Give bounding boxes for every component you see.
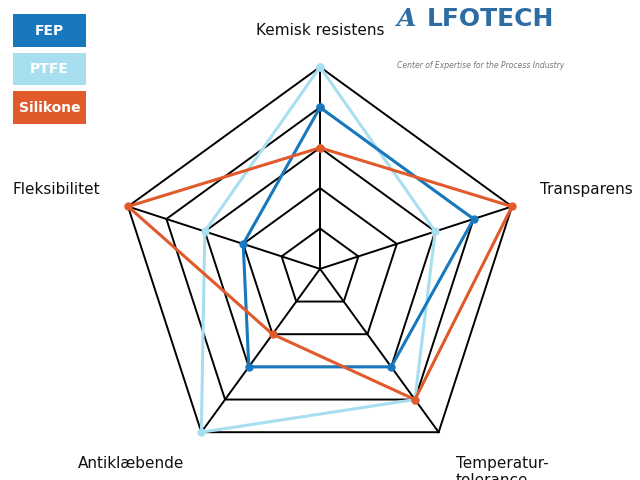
Text: LFOTECH: LFOTECH	[427, 7, 554, 31]
Text: PTFE: PTFE	[30, 62, 69, 76]
Text: Transparens: Transparens	[540, 182, 632, 197]
Text: Antiklæbende: Antiklæbende	[78, 456, 184, 471]
Text: Temperatur-
tolerance: Temperatur- tolerance	[456, 456, 548, 480]
Text: Silikone: Silikone	[19, 100, 81, 115]
Text: FEP: FEP	[35, 24, 64, 38]
Text: Kemisk resistens: Kemisk resistens	[256, 23, 384, 38]
Text: Center of Expertise for the Process Industry: Center of Expertise for the Process Indu…	[397, 61, 564, 70]
Text: Fleksibilitet: Fleksibilitet	[13, 182, 100, 197]
Text: A: A	[397, 7, 416, 31]
